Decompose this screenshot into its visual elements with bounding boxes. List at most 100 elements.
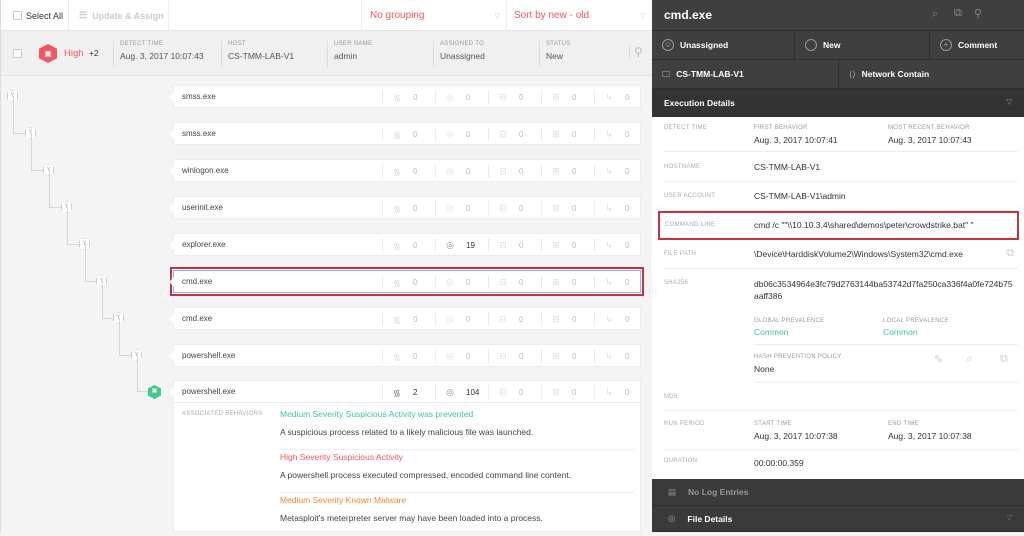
external-link-icon[interactable]: ⧉	[1000, 353, 1008, 365]
network-contain-button[interactable]: ⟨⟩ Network Contain	[839, 60, 1024, 88]
metric-disk[interactable]: ◎ 0	[435, 90, 470, 104]
process-card[interactable]: cmd.exe ᯾ 0 ◎ 0 ⊟ 0 ⊞ 0 ↳ 0	[169, 307, 641, 330]
assign-button[interactable]: ☺ Unassigned	[652, 31, 795, 59]
metric-network[interactable]: ⊟ 0	[488, 201, 523, 215]
metric-wifi[interactable]: ᯾ 2	[382, 385, 417, 399]
metric-network[interactable]: ⊟ 0	[488, 312, 523, 326]
metric-wifi[interactable]: ᯾ 0	[382, 312, 417, 326]
process-tree-icon[interactable]: ⚲	[974, 8, 983, 20]
process-node-icon[interactable]: Y	[25, 127, 36, 139]
process-card[interactable]: explorer.exe ᯾ 0 ◎ 19 ⊟ 0 ⊞ 0 ↳ 0	[169, 233, 641, 256]
metric-registry[interactable]: ⊞ 0	[541, 201, 576, 215]
behavior-item[interactable]: Medium Severity Known Malware Metasploit'…	[280, 493, 634, 536]
metric-registry[interactable]: ⊞ 0	[541, 164, 576, 178]
process-node-icon[interactable]: Y	[7, 90, 18, 102]
process-card[interactable]: cmd.exe ᯾ 0 ◎ 0 ⊟ 0 ⊞ 0 ↳ 0	[169, 267, 644, 296]
metric-registry[interactable]: ⊞ 0	[541, 275, 576, 289]
metric-network[interactable]: ⊟ 0	[488, 127, 523, 141]
metric-disk[interactable]: ◎ 0	[435, 127, 470, 141]
metric-network[interactable]: ⊟ 0	[488, 349, 523, 363]
tree-connector	[31, 133, 32, 170]
hostname-row: HOSTNAME CS-TMM-LAB-V1	[664, 152, 1018, 182]
metric-registry[interactable]: ⊞ 0	[541, 312, 576, 326]
metric-network[interactable]: ⊟ 0	[488, 90, 523, 104]
metric-registry[interactable]: ⊞ 0	[541, 385, 576, 399]
metric-wifi[interactable]: ᯾ 0	[382, 238, 417, 252]
process-card[interactable]: winlogon.exe ᯾ 0 ◎ 0 ⊟ 0 ⊞ 0 ↳ 0	[169, 159, 641, 182]
metric-wifi[interactable]: ᯾ 0	[382, 164, 417, 178]
metric-registry[interactable]: ⊞ 0	[541, 349, 576, 363]
metric-wifi[interactable]: ᯾ 0	[382, 90, 417, 104]
process-tree-icon[interactable]: ⚲	[629, 45, 643, 59]
file-details-header[interactable]: ◎ File Details ▽	[652, 506, 1024, 532]
process-node-icon[interactable]: Y	[131, 349, 142, 361]
metric-process[interactable]: ↳ 0	[594, 385, 629, 399]
process-node-icon[interactable]: Y	[113, 312, 124, 324]
severity-icon: ▣	[39, 44, 57, 63]
metric-registry[interactable]: ⊞ 0	[541, 90, 576, 104]
process-card[interactable]: userinit.exe ᯾ 0 ◎ 0 ⊟ 0 ⊞ 0 ↳ 0	[169, 196, 641, 219]
metric-network[interactable]: ⊟ 0	[488, 238, 523, 252]
process-card[interactable]: smss.exe ᯾ 0 ◎ 0 ⊟ 0 ⊞ 0 ↳ 0	[169, 85, 641, 108]
detection-node-icon[interactable]: ▣	[148, 385, 161, 399]
metric-process[interactable]: ↳ 0	[594, 349, 629, 363]
checkbox[interactable]	[13, 11, 22, 20]
metric-network[interactable]: ⊟ 0	[488, 275, 523, 289]
metric-count: 0	[413, 92, 418, 102]
metric-network[interactable]: ⊟ 0	[488, 385, 523, 399]
section-title: Execution Details	[664, 97, 735, 108]
metric-wifi[interactable]: ᯾ 0	[382, 201, 417, 215]
status-button[interactable]: New	[795, 31, 930, 59]
sort-dropdown[interactable]: Sort by new - old ▽	[507, 0, 653, 31]
select-all[interactable]: Select All	[1, 0, 69, 31]
row-checkbox[interactable]	[13, 49, 22, 58]
detection-row[interactable]: ▣ High +2 DETECT TIME Aug. 3, 2017 10:07:…	[1, 31, 653, 76]
metric-process[interactable]: ↳ 0	[594, 275, 629, 289]
search-icon[interactable]: ⌕	[966, 353, 973, 365]
metric-process[interactable]: ↳ 0	[594, 201, 629, 215]
process-node-icon[interactable]: Y	[43, 164, 54, 176]
metric-process[interactable]: ↳ 0	[594, 164, 629, 178]
behavior-title[interactable]: Medium Severity Known Malware	[280, 495, 407, 505]
metric-disk[interactable]: ◎ 19	[435, 238, 475, 252]
metric-process[interactable]: ↳ 0	[594, 312, 629, 326]
host-button[interactable]: 🖵 CS-TMM-LAB-V1	[652, 60, 839, 88]
copy-icon[interactable]: ⧉	[954, 7, 962, 19]
behavior-title[interactable]: High Severity Suspicious Activity	[280, 452, 403, 462]
grouping-dropdown[interactable]: No grouping ▽	[361, 0, 507, 31]
metric-wifi[interactable]: ᯾ 0	[382, 127, 417, 141]
comment-button[interactable]: + Comment	[930, 31, 1024, 59]
process-node-icon[interactable]: Y	[96, 275, 107, 287]
metric-process[interactable]: ↳ 0	[594, 127, 629, 141]
severity-extra: +2	[89, 48, 99, 58]
behavior-item[interactable]: High Severity Suspicious Activity A power…	[280, 450, 634, 493]
behavior-title[interactable]: Medium Severity Suspicious Activity was …	[280, 409, 474, 419]
metric-disk[interactable]: ◎ 0	[435, 164, 470, 178]
process-card[interactable]: powershell.exe ᯾ 0 ◎ 0 ⊟ 0 ⊞ 0 ↳ 0	[169, 344, 641, 367]
process-node-icon[interactable]: Y	[79, 238, 90, 250]
metric-disk[interactable]: ◎ 104	[435, 385, 479, 399]
external-link-icon[interactable]: ⧉	[1006, 247, 1014, 259]
metric-count: 2	[413, 387, 418, 397]
metric-wifi[interactable]: ᯾ 0	[382, 349, 417, 363]
metric-registry[interactable]: ⊞ 0	[541, 238, 576, 252]
metric-disk[interactable]: ◎ 0	[435, 312, 470, 326]
process-card[interactable]: smss.exe ᯾ 0 ◎ 0 ⊟ 0 ⊞ 0 ↳ 0	[169, 122, 641, 145]
metric-disk[interactable]: ◎ 0	[435, 275, 470, 289]
behavior-item[interactable]: Medium Severity Suspicious Activity was …	[280, 407, 634, 450]
update-assign-button[interactable]: ☰ Update & Assign	[69, 0, 169, 31]
metric-registry[interactable]: ⊞ 0	[541, 127, 576, 141]
process-card[interactable]: powershell.exe ᯾ 2 ◎ 104 ⊟ 0 ⊞ 0 ↳ 0	[169, 380, 641, 403]
log-entries-row[interactable]: ▤ No Log Entries	[652, 479, 1024, 506]
metric-disk[interactable]: ◎ 0	[435, 349, 470, 363]
metric-disk[interactable]: ◎ 0	[435, 201, 470, 215]
execution-details-header[interactable]: Execution Details ▽	[652, 89, 1024, 117]
metric-wifi[interactable]: ᯾ 0	[382, 275, 417, 289]
metric-process[interactable]: ↳ 0	[594, 90, 629, 104]
metric-process[interactable]: ↳ 0	[594, 238, 629, 252]
search-icon[interactable]: ⌕	[932, 8, 939, 20]
process-node-icon[interactable]: Y	[61, 201, 72, 213]
metric-network[interactable]: ⊟ 0	[488, 164, 523, 178]
edit-icon[interactable]: ✎	[934, 354, 944, 366]
disk-icon: ◎	[446, 91, 454, 102]
